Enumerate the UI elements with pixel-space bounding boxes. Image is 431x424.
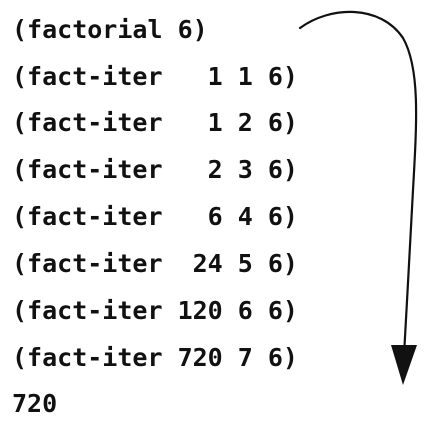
trace-line-step-6: (fact-iter 120 6 6) xyxy=(12,296,298,325)
trace-line-step-2: (fact-iter 1 2 6) xyxy=(12,108,298,137)
trace-line-step-1: (fact-iter 1 1 6) xyxy=(12,62,298,91)
flow-arrow-curve xyxy=(298,10,418,357)
trace-line-call: (factorial 6) xyxy=(12,15,208,44)
trace-line-step-5: (fact-iter 24 5 6) xyxy=(12,249,298,278)
trace-line-result: 720 xyxy=(12,389,58,418)
trace-line-step-3: (fact-iter 2 3 6) xyxy=(12,155,298,184)
trace-line-step-7: (fact-iter 720 7 6) xyxy=(12,343,298,372)
flow-arrow-head xyxy=(391,345,417,385)
trace-line-step-4: (fact-iter 6 4 6) xyxy=(12,202,298,231)
